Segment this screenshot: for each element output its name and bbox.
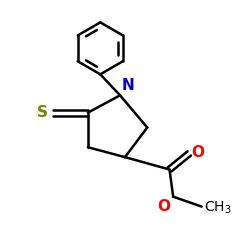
Text: S: S	[37, 105, 48, 120]
Text: N: N	[121, 78, 134, 93]
Text: O: O	[191, 145, 204, 160]
Text: CH$_3$: CH$_3$	[204, 200, 232, 216]
Text: O: O	[158, 199, 171, 214]
